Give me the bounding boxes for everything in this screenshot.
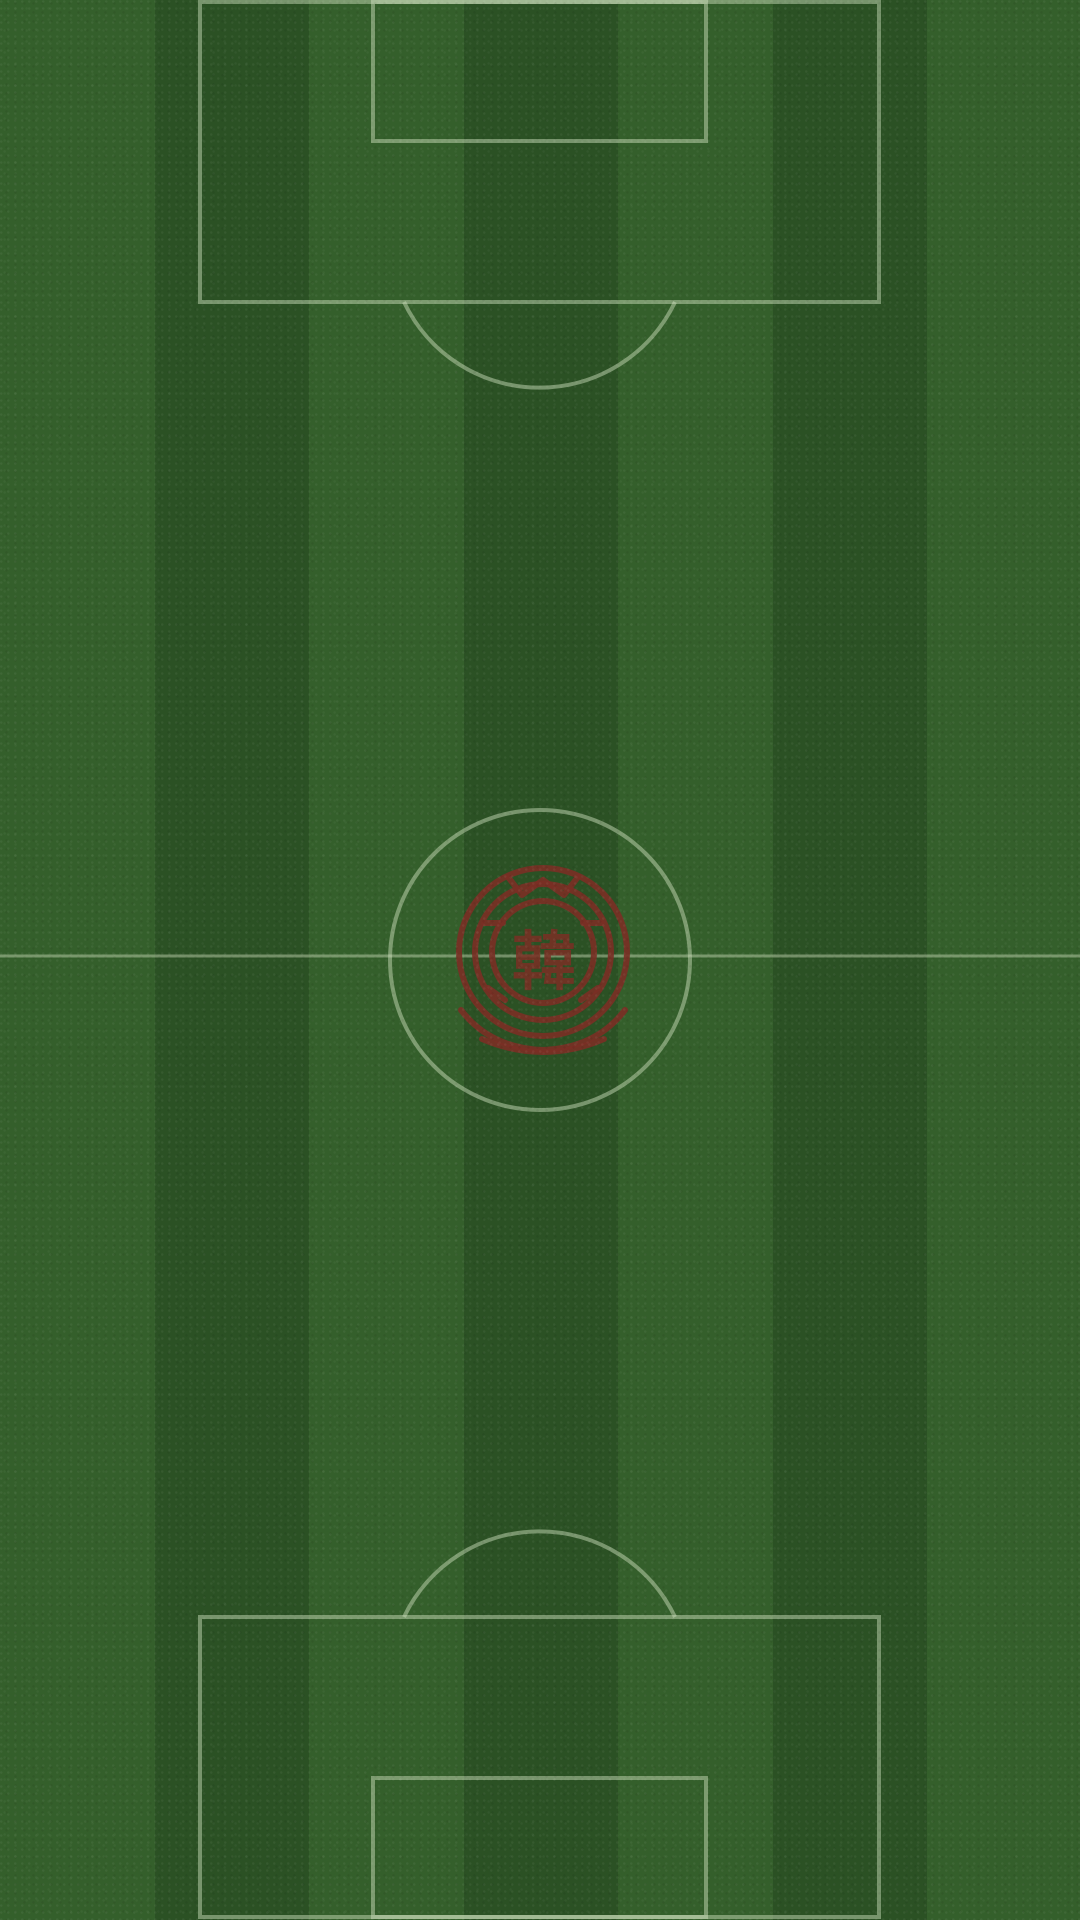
bottom-penalty-arc [402, 1529, 677, 1618]
club-crest-icon: 韓 [456, 865, 630, 1055]
crest-glyph: 韓 [512, 926, 574, 1000]
top-penalty-arc [402, 301, 677, 390]
top-goal-box [371, 0, 708, 143]
bottom-goal-box [371, 1776, 708, 1919]
bottom-penalty-box [198, 1615, 881, 1919]
center-circle [388, 808, 692, 1112]
top-penalty-box [198, 0, 881, 304]
